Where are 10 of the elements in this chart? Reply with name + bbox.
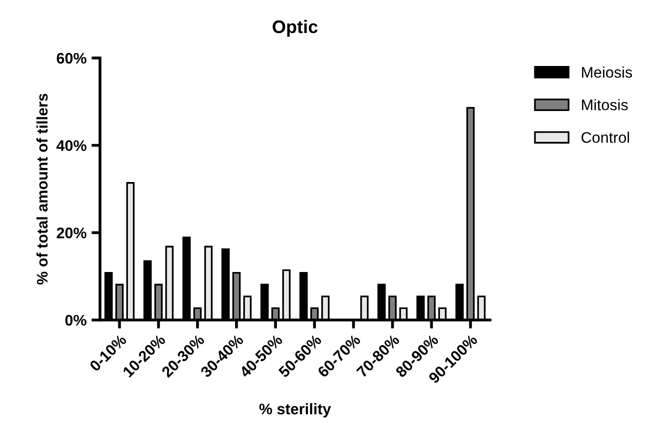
y-tick-label: 60% [56, 52, 86, 64]
chart-title: Optic [272, 20, 318, 37]
legend-label: Mitosis [582, 99, 628, 110]
legend-label: Control [582, 132, 630, 143]
x-axis-title: % sterility [259, 403, 332, 418]
y-tick-label: 20% [56, 228, 86, 238]
legend-label: Meiosis [582, 66, 632, 78]
y-tick-label: 0% [65, 314, 86, 326]
y-axis-title: % of total amount of tillers [36, 94, 48, 285]
y-tick-label: 40% [56, 140, 86, 152]
